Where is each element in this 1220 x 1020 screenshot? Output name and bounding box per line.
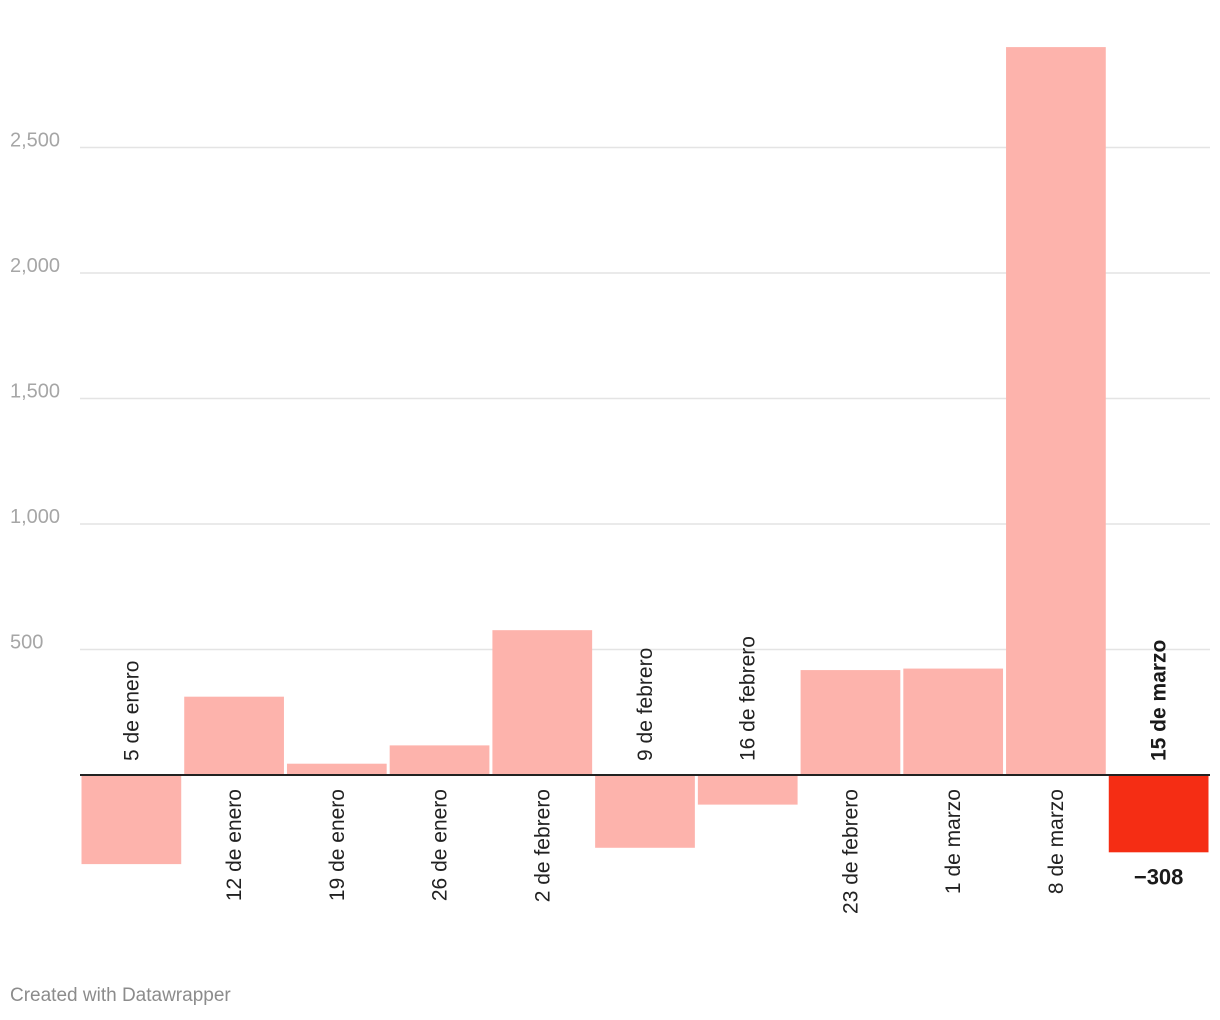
bar: [903, 668, 1004, 775]
category-label: 23 de febrero: [839, 789, 862, 914]
category-label: 1 de marzo: [942, 789, 965, 894]
category-label: 15 de marzo: [1148, 640, 1171, 761]
bar: [697, 775, 798, 805]
category-label: 5 de enero: [120, 661, 143, 761]
bar: [800, 670, 901, 775]
bar: [1006, 47, 1106, 776]
bar: [1108, 775, 1209, 853]
category-label: 9 de febrero: [634, 648, 657, 761]
category-label: 16 de febrero: [737, 636, 760, 761]
category-label: 2 de febrero: [531, 789, 554, 902]
value-labels: −308: [1134, 864, 1184, 889]
y-tick-label: 2,000: [10, 255, 60, 277]
y-tick-label: 500: [10, 632, 43, 654]
bar: [286, 763, 387, 775]
y-tick-label: 2,500: [10, 130, 60, 152]
bar: [184, 696, 284, 775]
bars: [81, 47, 1209, 865]
value-label: −308: [1134, 864, 1184, 889]
y-axis-ticks: 500 1,000 1,500 2,000 2,500: [10, 130, 60, 654]
bar: [595, 775, 695, 848]
credit-text: Created with Datawrapper: [10, 985, 231, 1006]
category-label: 19 de enero: [326, 789, 349, 901]
y-tick-label: 1,500: [10, 381, 60, 403]
category-labels: 5 de enero 12 de enero 19 de enero 26 de en…: [120, 636, 1170, 914]
category-label: 26 de enero: [429, 789, 452, 901]
bar: [81, 775, 182, 865]
bar: [492, 630, 593, 775]
y-tick-label: 1,000: [10, 506, 60, 528]
category-label: 8 de marzo: [1045, 789, 1068, 894]
bar: [389, 745, 490, 775]
category-label: 12 de enero: [223, 789, 246, 901]
